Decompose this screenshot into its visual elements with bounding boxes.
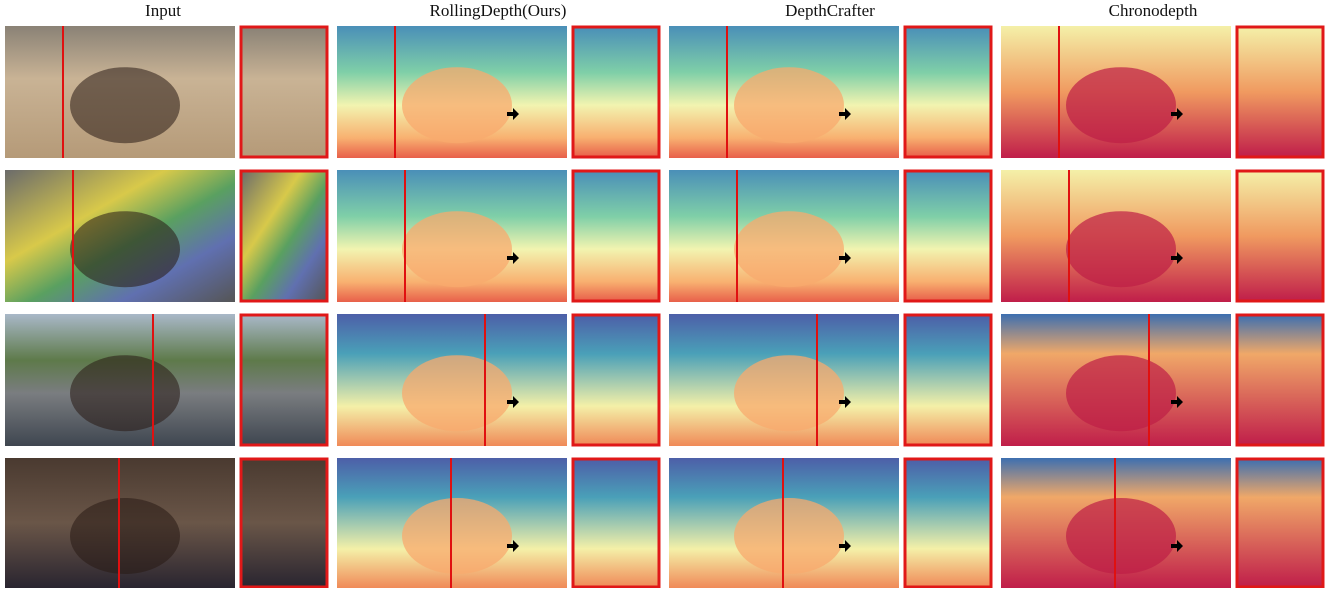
- arrow-marker: [839, 252, 851, 264]
- column-headers: Input RollingDepth(Ours) DepthCrafter Ch…: [145, 1, 1198, 20]
- temporal-slice: [1235, 25, 1325, 159]
- subject-shape: [1066, 498, 1176, 574]
- temporal-slice: [1235, 313, 1325, 447]
- arrow-marker: [507, 108, 519, 120]
- column-header: RollingDepth(Ours): [430, 1, 567, 20]
- temporal-slice: [239, 457, 329, 589]
- subject-shape: [402, 67, 512, 144]
- arrow-marker: [839, 108, 851, 120]
- arrow-marker: [507, 540, 519, 552]
- subject-shape: [70, 355, 180, 432]
- subject-shape: [734, 355, 844, 432]
- column-header: DepthCrafter: [785, 1, 875, 20]
- temporal-slice: [571, 169, 661, 303]
- arrow-marker: [1171, 540, 1183, 552]
- temporal-slice: [903, 25, 993, 159]
- subject-shape: [734, 498, 844, 574]
- temporal-slice: [571, 313, 661, 447]
- arrow-marker: [839, 396, 851, 408]
- temporal-slice: [239, 313, 329, 447]
- subject-shape: [734, 211, 844, 288]
- temporal-slice: [571, 457, 661, 589]
- subject-shape: [70, 211, 180, 288]
- subject-shape: [70, 67, 180, 144]
- arrow-marker: [1171, 396, 1183, 408]
- temporal-slice: [239, 169, 329, 303]
- temporal-slice: [903, 457, 993, 589]
- arrow-marker: [507, 396, 519, 408]
- subject-shape: [70, 498, 180, 574]
- subject-shape: [402, 498, 512, 574]
- arrow-marker: [507, 252, 519, 264]
- subject-shape: [1066, 211, 1176, 288]
- arrow-marker: [1171, 108, 1183, 120]
- arrow-marker: [839, 540, 851, 552]
- subject-shape: [402, 211, 512, 288]
- temporal-slice: [1235, 169, 1325, 303]
- subject-shape: [1066, 67, 1176, 144]
- subject-shape: [402, 355, 512, 432]
- temporal-slice: [239, 25, 329, 159]
- temporal-slice: [571, 25, 661, 159]
- temporal-slice: [903, 169, 993, 303]
- temporal-slice: [903, 313, 993, 447]
- column-header: Input: [145, 1, 181, 20]
- subject-shape: [1066, 355, 1176, 432]
- subject-shape: [734, 67, 844, 144]
- arrow-marker: [1171, 252, 1183, 264]
- column-header: Chronodepth: [1109, 1, 1198, 20]
- temporal-slice: [1235, 457, 1325, 589]
